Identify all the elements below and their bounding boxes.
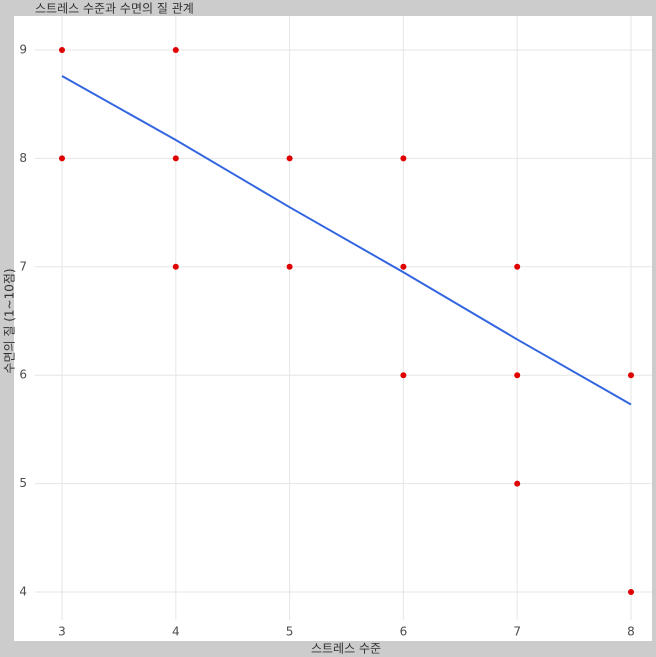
point <box>400 263 407 270</box>
x-tick-label: 8 <box>627 625 635 639</box>
point <box>628 589 634 595</box>
point <box>286 263 293 270</box>
chart-title: 스트레스 수준과 수면의 질 관계 <box>35 2 194 16</box>
grid: 3 4 5 6 7 8 4 5 6 7 8 9 <box>19 16 652 639</box>
y-tick-label: 5 <box>19 476 27 490</box>
point <box>514 263 521 270</box>
point <box>172 155 179 162</box>
x-tick-label: 6 <box>400 625 408 639</box>
x-tick-label: 7 <box>513 625 521 639</box>
y-tick-label: 4 <box>19 585 27 599</box>
point <box>172 47 179 53</box>
point <box>172 263 179 270</box>
y-tick-label: 6 <box>19 368 27 382</box>
marks <box>59 47 634 595</box>
y-tick-label: 7 <box>19 259 27 273</box>
x-axis-label: 스트레스 수준 <box>311 642 381 656</box>
plot-panel <box>14 16 652 641</box>
point <box>514 372 521 379</box>
point <box>286 155 293 162</box>
point <box>628 372 634 379</box>
y-tick-label: 8 <box>19 151 27 165</box>
x-tick-label: 3 <box>58 625 66 639</box>
point <box>59 155 65 162</box>
y-tick-label: 9 <box>19 43 27 57</box>
y-axis-label: 수면의 질 (1~10점) <box>3 268 17 373</box>
trend-line <box>61 75 632 406</box>
point <box>400 372 407 379</box>
point <box>59 47 65 53</box>
point <box>514 480 521 487</box>
x-tick-label: 4 <box>172 625 180 639</box>
point <box>400 155 407 162</box>
x-tick-label: 5 <box>286 625 294 639</box>
